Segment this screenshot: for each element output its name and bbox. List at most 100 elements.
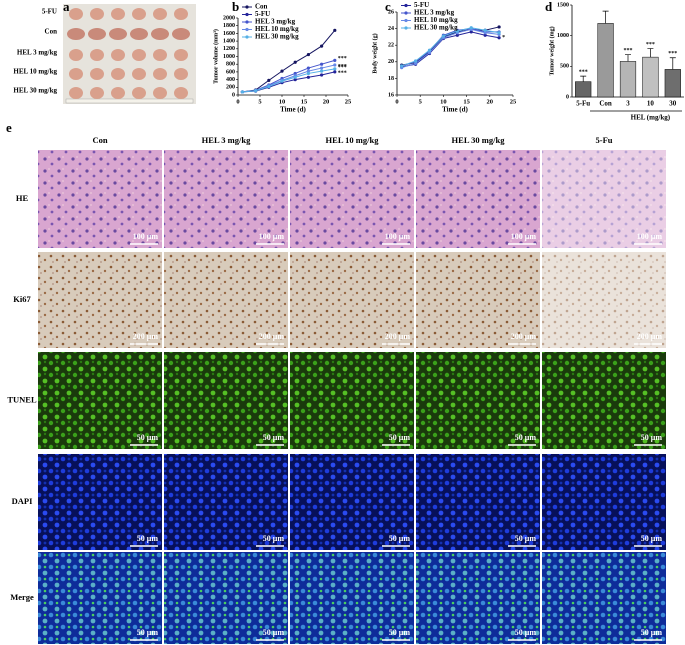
row-label: DAPI bbox=[12, 496, 33, 506]
column-header: HEL 3 mg/kg bbox=[202, 135, 251, 145]
series-line bbox=[242, 68, 335, 93]
tumor bbox=[132, 49, 146, 61]
tumor bbox=[153, 68, 167, 80]
micrograph bbox=[542, 150, 666, 248]
annotation: *** bbox=[338, 65, 347, 71]
photo-row-label: Con bbox=[45, 28, 58, 36]
annotation: *** bbox=[668, 51, 677, 57]
point bbox=[254, 89, 258, 93]
point bbox=[306, 52, 310, 57]
tumor bbox=[130, 28, 148, 40]
legend-marker bbox=[245, 27, 249, 32]
x-tick-label: 15 bbox=[301, 98, 308, 105]
panel-label: a bbox=[63, 0, 70, 14]
tumor bbox=[69, 87, 83, 99]
point bbox=[320, 66, 324, 70]
tumor bbox=[172, 28, 190, 40]
tumor bbox=[153, 49, 167, 61]
micrograph bbox=[290, 552, 414, 644]
micrograph bbox=[542, 454, 666, 550]
y-tick-label: 1000 bbox=[223, 54, 235, 60]
point bbox=[320, 44, 324, 48]
scale-label: 100 μm bbox=[385, 232, 411, 241]
annotation: *** bbox=[338, 71, 347, 77]
error-bar bbox=[647, 48, 654, 58]
error-bar bbox=[625, 54, 631, 62]
point bbox=[333, 67, 337, 71]
x-tick-label: 5-Fu bbox=[576, 100, 590, 108]
point bbox=[306, 75, 310, 79]
micrograph bbox=[416, 352, 540, 449]
x-axis-label: Time (d) bbox=[442, 106, 468, 114]
photo-row-label: 5-FU bbox=[42, 8, 57, 16]
annotation: *** bbox=[579, 70, 588, 76]
micrograph bbox=[164, 150, 288, 248]
y-tick-label: 18 bbox=[388, 76, 394, 82]
error-bar bbox=[580, 75, 587, 82]
column-header: Con bbox=[92, 135, 107, 145]
photo-row-label: HEL 10 mg/kg bbox=[13, 68, 57, 76]
scale-label: 50 μm bbox=[263, 534, 285, 543]
x-tick-label: 0 bbox=[395, 98, 398, 105]
tumor bbox=[90, 87, 104, 99]
micrograph bbox=[38, 552, 162, 644]
micrograph bbox=[416, 552, 540, 644]
tumor-photo bbox=[63, 4, 196, 104]
error-bar bbox=[669, 57, 676, 70]
tumor bbox=[132, 87, 146, 99]
y-tick-label: 1000 bbox=[557, 33, 569, 39]
series-line bbox=[401, 28, 500, 67]
y-axis-label: Tumor weight (mg) bbox=[548, 26, 555, 75]
x-tick-label: 5 bbox=[258, 98, 262, 105]
micrograph bbox=[164, 552, 288, 644]
point bbox=[441, 34, 445, 38]
tumor bbox=[174, 87, 188, 99]
x-tick-label: 25 bbox=[345, 98, 352, 105]
bar bbox=[575, 81, 592, 98]
x-tick-label: 5 bbox=[419, 98, 423, 105]
micrograph bbox=[164, 352, 288, 449]
point bbox=[483, 31, 487, 35]
x-tick-label: 20 bbox=[323, 98, 330, 105]
point bbox=[320, 73, 324, 77]
tumor bbox=[90, 49, 104, 61]
point bbox=[455, 29, 459, 33]
legend-marker bbox=[245, 20, 249, 24]
legend-marker bbox=[245, 5, 249, 9]
tumor bbox=[88, 28, 106, 40]
y-tick-label: 0 bbox=[566, 94, 569, 100]
x-tick-label: 3 bbox=[626, 100, 630, 108]
point bbox=[413, 59, 418, 63]
scale-label: 50 μm bbox=[389, 534, 411, 543]
x-tick-label: 10 bbox=[279, 98, 286, 105]
y-tick-label: 20 bbox=[388, 59, 394, 65]
point bbox=[497, 31, 501, 35]
row-label: Ki67 bbox=[13, 294, 31, 304]
tumor bbox=[151, 28, 169, 40]
tumor bbox=[132, 8, 146, 20]
column-header: 5-Fu bbox=[596, 135, 613, 145]
x-tick-label: 10 bbox=[440, 98, 447, 105]
series-line bbox=[401, 31, 500, 68]
point bbox=[455, 33, 459, 37]
scale-label: 200 μm bbox=[511, 332, 537, 341]
scale-label: 50 μm bbox=[137, 534, 159, 543]
panel-label: b bbox=[232, 0, 239, 14]
point bbox=[306, 66, 310, 70]
scale-label: 50 μm bbox=[389, 433, 411, 442]
scale-label: 100 μm bbox=[133, 232, 159, 241]
y-tick-label: 600 bbox=[226, 69, 235, 75]
y-axis-label: Tumor volume (mm³) bbox=[212, 29, 219, 84]
scale-label: 200 μm bbox=[637, 332, 663, 341]
bar bbox=[642, 56, 659, 98]
point bbox=[267, 78, 271, 82]
legend-label: 5-FU bbox=[255, 10, 270, 18]
micrograph bbox=[416, 150, 540, 248]
tumor bbox=[174, 49, 188, 61]
legend-label: HEL 10 mg/kg bbox=[255, 25, 299, 33]
y-tick-label: 500 bbox=[560, 64, 569, 70]
row-label: Merge bbox=[10, 592, 34, 602]
tumor bbox=[90, 68, 104, 80]
scale-label: 100 μm bbox=[259, 232, 285, 241]
